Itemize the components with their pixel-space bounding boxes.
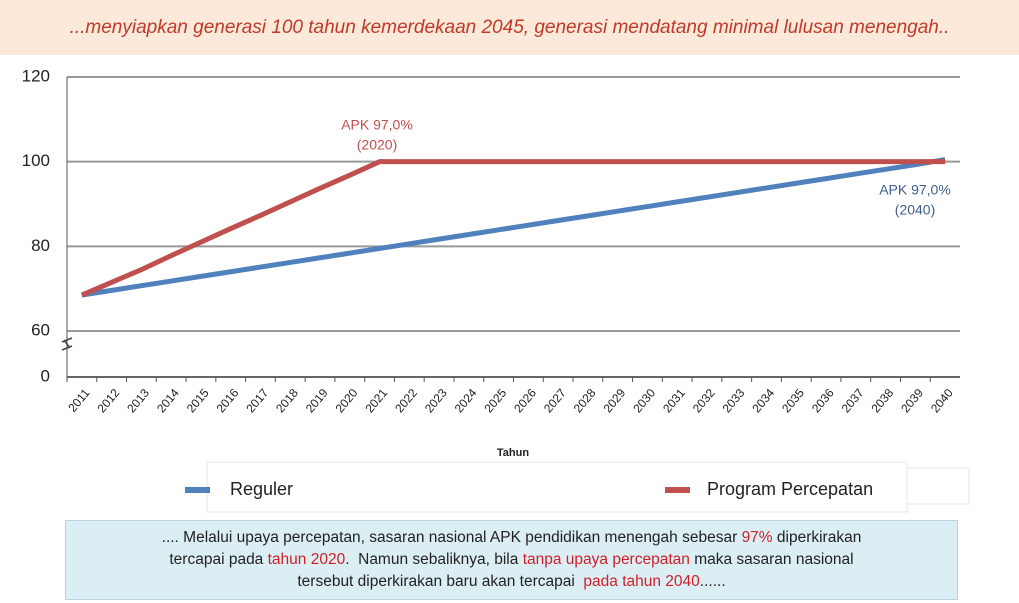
footnote-line: tersebut diperkirakan baru akan tercapai…: [66, 571, 957, 593]
footnote: .... Melalui upaya percepatan, sasaran n…: [65, 520, 958, 600]
axis-break: [61, 337, 73, 351]
x-tick-label: 2018: [273, 386, 301, 416]
y-tick-label: 60: [31, 320, 50, 339]
highlight-text: tahun 2020: [267, 551, 346, 568]
legend-frame: [906, 467, 970, 505]
text: .... Melalui upaya percepatan, sasaran n…: [161, 529, 742, 546]
x-tick-label: 2023: [422, 386, 450, 416]
x-tick-label: 2016: [214, 386, 242, 416]
x-tick-label: 2022: [392, 386, 420, 416]
y-tick-label: 120: [22, 66, 50, 85]
x-tick-label: 2035: [779, 386, 807, 416]
footnote-line: .... Melalui upaya percepatan, sasaran n…: [66, 527, 957, 549]
legend-label: Program Percepatan: [707, 479, 873, 499]
x-tick-label: 2025: [481, 386, 509, 416]
x-axis-title: Tahun: [497, 447, 529, 459]
x-tick-label: 2030: [630, 386, 658, 416]
x-tick-label: 2026: [511, 386, 539, 416]
text: maka sasaran nasional: [689, 551, 854, 568]
highlight-text: tanpa upaya percepatan: [522, 551, 690, 568]
x-tick-label: 2015: [184, 386, 212, 416]
legend-label: Reguler: [230, 479, 293, 499]
annotation: APK 97,0%: [879, 182, 951, 198]
x-tick-label: 2039: [898, 386, 926, 416]
x-tick-label: 2012: [94, 386, 122, 416]
text: ......: [699, 573, 726, 590]
y-tick-label: 0: [41, 366, 50, 385]
x-tick-label: 2029: [601, 386, 629, 416]
annotation: (2040): [895, 202, 935, 218]
x-tick-label: 2027: [541, 386, 569, 416]
highlight-text: pada tahun 2040: [583, 573, 700, 590]
x-tick-label: 2038: [868, 386, 896, 416]
annotation: APK 97,0%: [341, 117, 413, 133]
series-line: [81, 157, 946, 298]
text: tersebut diperkirakan baru akan tercapai: [297, 573, 584, 590]
x-tick-label: 2036: [809, 386, 837, 416]
footnote-line: tercapai pada tahun 2020. Namun sebalikn…: [66, 549, 957, 571]
text: tercapai pada: [169, 551, 268, 568]
x-tick-label: 2020: [333, 386, 361, 416]
series-line: [80, 159, 946, 298]
x-tick-label: 2019: [303, 386, 331, 416]
x-tick-label: 2034: [749, 386, 777, 416]
y-tick-label: 100: [22, 151, 50, 170]
x-tick-label: 2021: [362, 386, 390, 416]
x-tick-label: 2033: [720, 386, 748, 416]
y-tick-label: 80: [31, 236, 50, 255]
x-tick-label: 2024: [452, 386, 480, 416]
x-tick-label: 2040: [928, 386, 956, 416]
x-tick-label: 2014: [154, 386, 182, 416]
text: . Namun sebaliknya, bila: [345, 551, 523, 568]
x-tick-label: 2031: [660, 386, 688, 416]
x-tick-label: 2013: [124, 386, 152, 416]
x-tick-label: 2032: [690, 386, 718, 416]
x-tick-label: 2017: [243, 386, 271, 416]
x-tick-label: 2011: [65, 386, 93, 415]
text: diperkirakan: [772, 529, 862, 546]
highlight-text: 97%: [741, 529, 773, 546]
x-tick-label: 2028: [571, 386, 599, 416]
x-tick-label: 2037: [839, 386, 867, 416]
banner: ...menyiapkan generasi 100 tahun kemerde…: [0, 0, 1019, 55]
annotation: (2020): [357, 137, 397, 153]
